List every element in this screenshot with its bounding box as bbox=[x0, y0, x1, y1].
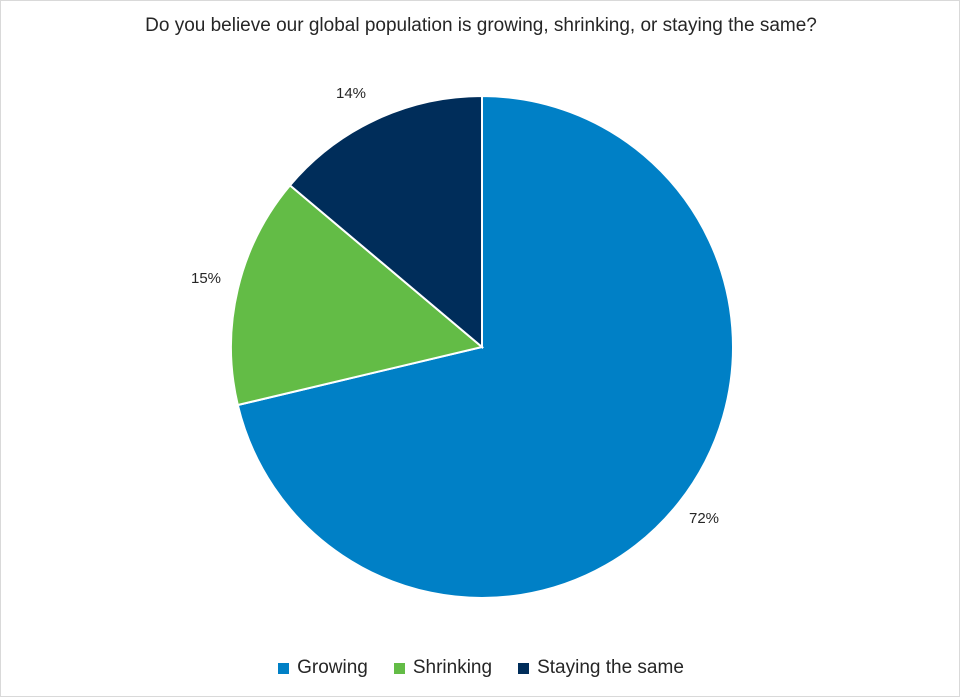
pie-slice-staying-the-same bbox=[288, 94, 483, 350]
legend-item-growing: Growing bbox=[278, 657, 368, 679]
chart-title: Do you believe our global population is … bbox=[145, 15, 817, 36]
pie-slice-growing bbox=[236, 94, 734, 599]
legend: Growing Shrinking Staying the same bbox=[1, 657, 960, 679]
legend-item-staying-the-same: Staying the same bbox=[518, 657, 684, 679]
legend-swatch-growing bbox=[278, 662, 290, 674]
legend-swatch-staying-the-same bbox=[518, 662, 530, 674]
data-label-staying-the-same: 14% bbox=[336, 85, 366, 102]
legend-swatch-shrinking bbox=[393, 662, 405, 674]
legend-label-staying-the-same: Staying the same bbox=[537, 657, 684, 678]
data-label-shrinking: 15% bbox=[191, 270, 221, 287]
legend-label-growing: Growing bbox=[297, 657, 368, 678]
data-label-growing: 72% bbox=[689, 510, 719, 527]
pie-slice-shrinking bbox=[230, 183, 485, 407]
legend-label-shrinking: Shrinking bbox=[412, 657, 493, 678]
legend-item-shrinking: Shrinking bbox=[393, 657, 493, 679]
